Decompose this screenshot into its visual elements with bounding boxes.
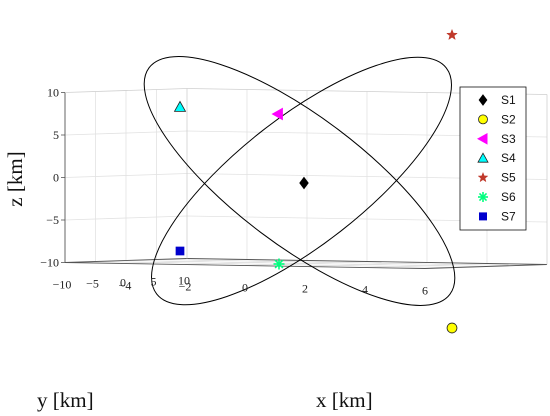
x-tick-label: 6 xyxy=(422,284,428,298)
y-tick-label: 0 xyxy=(120,276,126,290)
marker-s1 xyxy=(299,176,309,190)
axis-edge xyxy=(64,262,426,269)
satellite-markers xyxy=(173,28,458,334)
x-tick-label: −4 xyxy=(119,279,132,293)
y-tick-label: 10 xyxy=(178,274,190,288)
x-tick-label: 2 xyxy=(302,282,308,296)
axis-edge xyxy=(424,264,548,269)
axis-edge-back xyxy=(64,88,188,93)
legend-label-s1: S1 xyxy=(501,93,516,107)
legend-marker-s6 xyxy=(478,192,488,202)
z-tick-label: −5 xyxy=(46,213,59,227)
x-tick-label: −2 xyxy=(179,280,192,294)
legend-label-s6: S6 xyxy=(501,190,516,204)
marker-s4 xyxy=(173,100,187,112)
legend-marker-s3 xyxy=(476,132,488,145)
axes-box xyxy=(64,88,548,269)
marker-s2 xyxy=(446,322,458,334)
legend-marker-s2 xyxy=(478,114,488,125)
z-tick-label: 10 xyxy=(47,86,59,100)
x-tick-label: 0 xyxy=(242,281,248,295)
orbits xyxy=(143,56,456,306)
z-tick-label: 5 xyxy=(53,128,59,142)
legend-label-s7: S7 xyxy=(501,209,516,223)
legend-box xyxy=(459,86,527,231)
legend-marker-s5 xyxy=(477,171,489,183)
axis-edge xyxy=(64,258,188,263)
y-axis-label: y [km] xyxy=(37,388,94,412)
grid-line-z xyxy=(64,173,188,178)
axis-edge xyxy=(186,258,548,265)
grid-lines xyxy=(64,89,548,268)
z-tick-label: −10 xyxy=(40,256,59,270)
y-tick-label: 5 xyxy=(151,275,157,289)
grid-line-z xyxy=(64,215,188,221)
marker-s7 xyxy=(175,246,185,256)
y-tick-label: −5 xyxy=(86,277,99,291)
legend-marker-s7 xyxy=(479,212,487,221)
legend-label-s4: S4 xyxy=(501,151,516,165)
x-tick-label: 4 xyxy=(362,283,368,297)
marker-s5 xyxy=(446,28,458,41)
legend-marker-s4 xyxy=(477,152,489,163)
orbit-ascending xyxy=(151,56,452,306)
legend-label-s2: S2 xyxy=(501,112,516,126)
orbit-descending xyxy=(143,56,456,306)
marker-s6 xyxy=(273,258,285,270)
legend-marker-s1 xyxy=(478,94,488,106)
z-tick-label: 0 xyxy=(53,171,59,185)
tick-labels: 10 5 0 −5 −10 −4 −2 0 2 4 6 10 5 0 −5 −10 xyxy=(40,86,428,298)
marker-s3 xyxy=(271,107,283,121)
x-axis-label: x [km] xyxy=(316,388,373,412)
legend-label-s3: S3 xyxy=(501,132,516,146)
y-tick-label: −10 xyxy=(53,278,72,292)
legend-label-s5: S5 xyxy=(501,171,516,185)
legend: S1 S2 S3 S4 S5 S6 S7 xyxy=(459,86,527,231)
z-axis-label: z [km] xyxy=(3,151,27,206)
grid-line-floor-y xyxy=(156,259,517,266)
grid-line-z xyxy=(64,130,188,136)
